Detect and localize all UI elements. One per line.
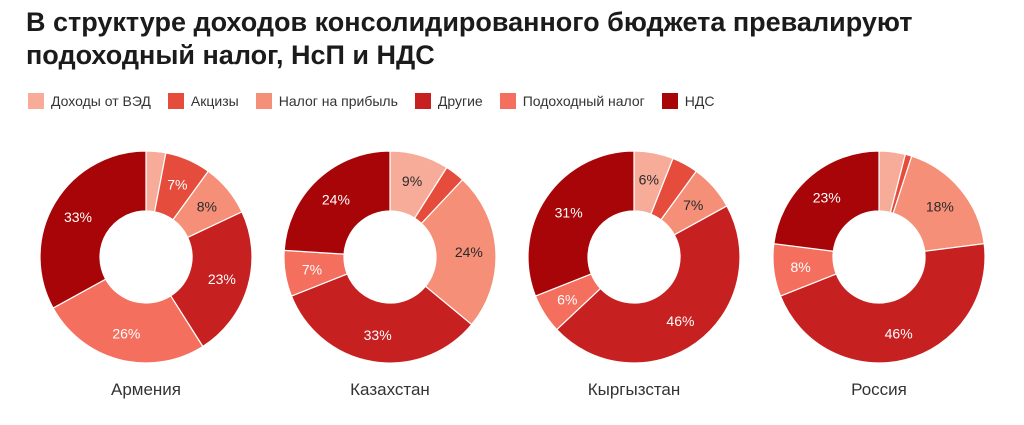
legend-item-vat: НДС [661, 93, 715, 109]
donut-2: 9% 24% 33% 7% 24% Казахстан [283, 150, 497, 399]
data-label-income-tax: 6% [557, 291, 577, 307]
slice-other [779, 243, 986, 364]
slice-other [290, 273, 473, 364]
data-label-income-tax: 7% [302, 261, 322, 277]
donut-3: 6% 7% 46% 6% 31% Кыргызстан [527, 150, 741, 399]
data-label-other: 33% [364, 327, 392, 343]
chart-country-label: Россия [851, 380, 907, 399]
data-label-other: 46% [666, 313, 694, 329]
data-label-profit-tax: 8% [197, 199, 217, 215]
data-label-vat: 23% [813, 190, 841, 206]
legend-item-profit-tax: Налог на прибыль [255, 93, 398, 109]
data-label-excise: 7% [167, 176, 187, 192]
slice-other [555, 205, 741, 364]
data-label-vat: 24% [322, 191, 350, 207]
legend-label-income-tax: Подоходный налог [522, 93, 645, 109]
legend-swatch-vat [661, 93, 678, 109]
legend-item-excise: Акцизы [167, 93, 239, 109]
data-label-profit-tax: 24% [455, 244, 483, 260]
slice-vat [527, 150, 635, 297]
slice-other [169, 211, 253, 348]
chart-title: В структуре доходов консолидированного б… [26, 7, 913, 70]
legend-label-excise: Акцизы [190, 93, 239, 109]
data-label-vat: 33% [64, 209, 92, 225]
chart-country-label: Армения [111, 380, 181, 399]
legend-swatch-profit-tax [255, 93, 272, 109]
legend: Доходы от ВЭД Акцизы Налог на прибыль Др… [28, 91, 714, 111]
legend-item-income-tax: Подоходный налог [499, 93, 645, 109]
legend-label-profit-tax: Налог на прибыль [278, 93, 398, 109]
legend-item-other: Другие [414, 93, 483, 109]
slice-income-tax [52, 278, 204, 364]
data-label-other: 46% [885, 326, 913, 342]
data-label-profit-tax: 7% [683, 197, 703, 213]
data-label-vat: 31% [555, 205, 583, 221]
slice-vat [283, 150, 391, 255]
donut-4: 18% 46% 8% 23% Россия [772, 150, 986, 399]
legend-swatch-excise [167, 93, 184, 109]
slice-vat [773, 150, 880, 252]
chart-country-label: Казахстан [350, 380, 430, 399]
data-label-income-tax: 26% [112, 326, 140, 342]
donut-1: 7% 8% 23% 26% 33% Армения [39, 150, 253, 399]
legend-swatch-other [414, 93, 431, 109]
legend-label-other: Другие [437, 93, 483, 109]
data-label-ved: 6% [639, 171, 659, 187]
legend-swatch-income-tax [499, 93, 516, 109]
slice-vat [39, 150, 147, 309]
data-label-profit-tax: 18% [926, 199, 954, 215]
legend-label-ved: Доходы от ВЭД [51, 93, 151, 109]
chart-country-label: Кыргызстан [588, 380, 681, 399]
legend-item-ved: Доходы от ВЭД [28, 93, 151, 109]
data-label-ved: 9% [402, 173, 422, 189]
legend-swatch-ved [28, 93, 44, 109]
data-label-income-tax: 8% [791, 259, 811, 275]
legend-label-vat: НДС [684, 93, 715, 109]
data-label-other: 23% [208, 271, 236, 287]
slice-profit-tax [420, 178, 497, 326]
